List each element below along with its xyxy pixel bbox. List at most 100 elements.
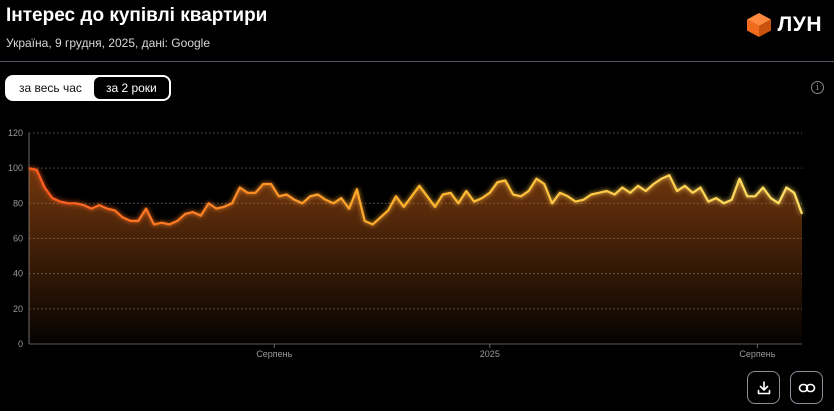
data-point[interactable] — [247, 192, 249, 194]
data-point[interactable] — [762, 187, 764, 189]
data-point[interactable] — [114, 209, 116, 211]
download-button[interactable] — [747, 371, 780, 404]
data-point[interactable] — [387, 209, 389, 211]
data-point[interactable] — [372, 223, 374, 225]
data-point[interactable] — [692, 192, 694, 194]
data-point[interactable] — [91, 208, 93, 210]
data-point[interactable] — [161, 222, 163, 224]
data-point[interactable] — [153, 223, 155, 225]
data-point[interactable] — [504, 180, 506, 182]
data-point[interactable] — [231, 202, 233, 204]
data-point[interactable] — [122, 216, 124, 218]
brand-logo[interactable]: ЛУН — [746, 12, 822, 38]
data-point[interactable] — [223, 206, 225, 208]
data-point[interactable] — [778, 202, 780, 204]
data-point[interactable] — [278, 195, 280, 197]
data-point[interactable] — [707, 201, 709, 203]
data-point[interactable] — [411, 195, 413, 197]
data-point[interactable] — [715, 197, 717, 199]
data-point[interactable] — [364, 220, 366, 222]
data-point[interactable] — [51, 197, 53, 199]
data-point[interactable] — [512, 194, 514, 196]
data-point[interactable] — [395, 195, 397, 197]
data-point[interactable] — [785, 187, 787, 189]
data-point[interactable] — [746, 195, 748, 197]
data-point[interactable] — [661, 178, 663, 180]
data-point[interactable] — [44, 187, 46, 189]
data-point[interactable] — [465, 190, 467, 192]
data-point[interactable] — [739, 178, 741, 180]
data-point[interactable] — [559, 192, 561, 194]
data-point[interactable] — [145, 208, 147, 210]
data-point[interactable] — [668, 174, 670, 176]
data-point[interactable] — [137, 220, 139, 222]
data-point[interactable] — [434, 206, 436, 208]
data-point[interactable] — [528, 190, 530, 192]
data-point[interactable] — [333, 202, 335, 204]
data-point[interactable] — [614, 194, 616, 196]
period-toggle[interactable]: за весь час за 2 роки — [5, 75, 171, 101]
data-point[interactable] — [200, 215, 202, 217]
data-point[interactable] — [684, 185, 686, 187]
data-point[interactable] — [645, 190, 647, 192]
data-point[interactable] — [340, 197, 342, 199]
data-point[interactable] — [457, 202, 459, 204]
data-point[interactable] — [379, 216, 381, 218]
data-point[interactable] — [184, 213, 186, 215]
data-point[interactable] — [239, 187, 241, 189]
data-point[interactable] — [442, 194, 444, 196]
data-point[interactable] — [481, 197, 483, 199]
data-point[interactable] — [130, 220, 132, 222]
data-point[interactable] — [169, 223, 171, 225]
data-point[interactable] — [356, 188, 358, 190]
data-point[interactable] — [450, 192, 452, 194]
data-point[interactable] — [489, 192, 491, 194]
data-point[interactable] — [208, 202, 210, 204]
data-point[interactable] — [700, 187, 702, 189]
data-point[interactable] — [262, 183, 264, 185]
data-point[interactable] — [309, 195, 311, 197]
data-point[interactable] — [418, 185, 420, 187]
data-point[interactable] — [270, 183, 272, 185]
data-point[interactable] — [723, 202, 725, 204]
data-point[interactable] — [106, 208, 108, 210]
copy-link-button[interactable] — [790, 371, 823, 404]
data-point[interactable] — [567, 195, 569, 197]
data-point[interactable] — [621, 187, 623, 189]
data-point[interactable] — [286, 194, 288, 196]
data-point[interactable] — [520, 195, 522, 197]
data-point[interactable] — [67, 202, 69, 204]
data-point[interactable] — [176, 220, 178, 222]
data-point[interactable] — [83, 204, 85, 206]
data-point[interactable] — [28, 167, 30, 169]
data-point[interactable] — [301, 202, 303, 204]
data-point[interactable] — [403, 206, 405, 208]
data-point[interactable] — [294, 199, 296, 201]
data-point[interactable] — [590, 194, 592, 196]
data-point[interactable] — [653, 183, 655, 185]
info-icon[interactable]: i — [811, 81, 824, 94]
data-point[interactable] — [192, 211, 194, 213]
data-point[interactable] — [536, 178, 538, 180]
data-point[interactable] — [543, 183, 545, 185]
data-point[interactable] — [754, 195, 756, 197]
data-point[interactable] — [637, 185, 639, 187]
data-point[interactable] — [582, 199, 584, 201]
period-two-years-option[interactable]: за 2 роки — [93, 77, 169, 99]
data-point[interactable] — [215, 208, 217, 210]
data-point[interactable] — [598, 192, 600, 194]
data-point[interactable] — [59, 201, 61, 203]
data-point[interactable] — [348, 208, 350, 210]
data-point[interactable] — [497, 181, 499, 183]
data-point[interactable] — [793, 192, 795, 194]
data-point[interactable] — [629, 192, 631, 194]
data-point[interactable] — [606, 190, 608, 192]
data-point[interactable] — [254, 192, 256, 194]
data-point[interactable] — [731, 199, 733, 201]
data-point[interactable] — [75, 202, 77, 204]
data-point[interactable] — [551, 202, 553, 204]
data-point[interactable] — [801, 213, 803, 215]
data-point[interactable] — [473, 201, 475, 203]
data-point[interactable] — [325, 199, 327, 201]
data-point[interactable] — [36, 169, 38, 171]
